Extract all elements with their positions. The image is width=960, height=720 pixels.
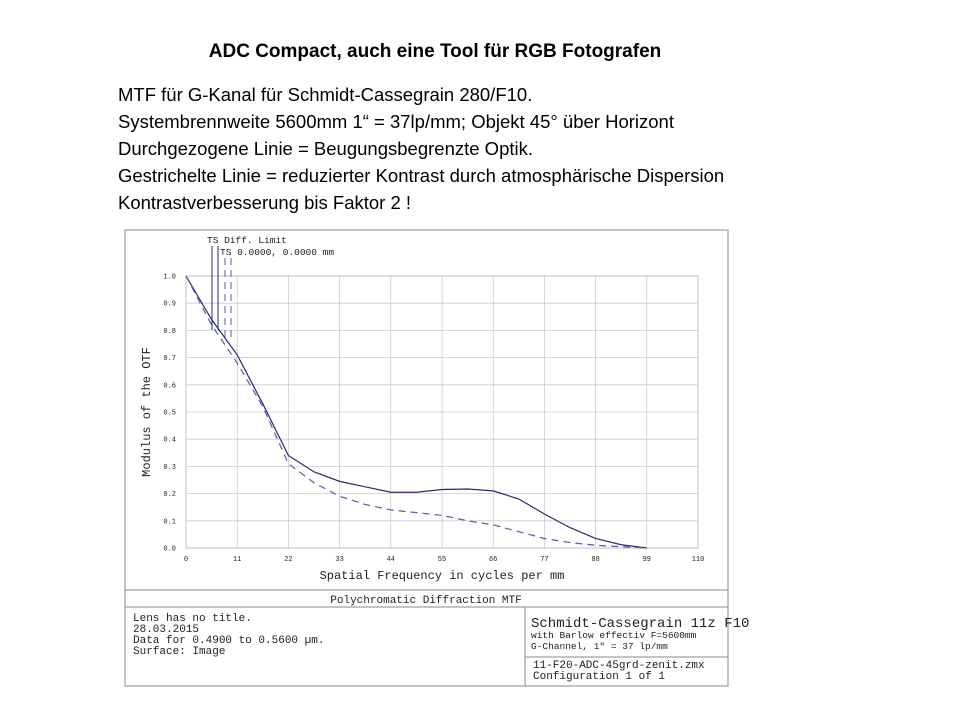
slide-line: Kontrastverbesserung bis Faktor 2 ! <box>118 192 411 213</box>
slide-line: Durchgezogene Linie = Beugungsbegrenzte … <box>118 138 533 159</box>
y-tick-label: 0.8 <box>163 328 176 336</box>
series-line <box>185 275 647 549</box>
x-tick-label: 44 <box>387 556 395 564</box>
slide-title: ADC Compact, auch eine Tool für RGB Foto… <box>209 41 662 62</box>
footer-title: Polychromatic Diffraction MTF <box>330 595 521 607</box>
y-tick-label: 0.3 <box>163 464 176 472</box>
footer-right: with Barlow effectiv F=5600mm <box>531 630 697 641</box>
x-tick-label: 22 <box>284 556 292 564</box>
y-tick-label: 1.0 <box>163 274 176 282</box>
footer-right: 11-F20-ADC-45grd-zenit.zmx <box>533 660 705 672</box>
x-tick-label: 0 <box>184 556 188 564</box>
legend-label: TS 0.0000, 0.0000 mm <box>220 247 334 258</box>
footer-left: Data for 0.4900 to 0.5600 µm. <box>133 635 324 647</box>
footer-right: G-Channel, 1" = 37 lp/mm <box>531 641 668 652</box>
x-tick-label: 66 <box>489 556 497 564</box>
x-tick-label: 11 <box>233 556 241 564</box>
x-tick-label: 55 <box>438 556 446 564</box>
y-tick-label: 0.0 <box>163 546 176 554</box>
x-tick-label: 110 <box>692 556 705 564</box>
y-tick-label: 0.4 <box>163 437 176 445</box>
y-tick-label: 0.2 <box>163 491 176 499</box>
x-axis-label: Spatial Frequency in cycles per mm <box>320 569 565 583</box>
footer-left: Surface: Image <box>133 646 225 658</box>
footer-right: Schmidt-Cassegrain 11z F10 <box>531 616 749 632</box>
slide-line: Systembrennweite 5600mm 1“ = 37lp/mm; Ob… <box>118 111 674 132</box>
y-tick-label: 0.9 <box>163 301 176 309</box>
series-line <box>185 275 647 549</box>
x-tick-label: 99 <box>643 556 651 564</box>
slide-line: Gestrichelte Linie = reduzierter Kontras… <box>118 165 724 186</box>
y-tick-label: 0.5 <box>163 410 176 418</box>
y-tick-label: 0.1 <box>163 518 176 526</box>
footer-right: Configuration 1 of 1 <box>533 671 665 683</box>
legend-label: TS Diff. Limit <box>207 235 287 246</box>
y-tick-label: 0.7 <box>163 355 176 363</box>
x-tick-label: 77 <box>540 556 548 564</box>
x-tick-label: 88 <box>591 556 599 564</box>
x-tick-label: 33 <box>335 556 343 564</box>
slide-line: MTF für G-Kanal für Schmidt-Cassegrain 2… <box>118 84 532 105</box>
footer-left: 28.03.2015 <box>133 624 199 636</box>
y-axis-label: Modulus of the OTF <box>140 347 154 477</box>
footer-left: Lens has no title. <box>133 613 252 625</box>
y-tick-label: 0.6 <box>163 382 176 390</box>
